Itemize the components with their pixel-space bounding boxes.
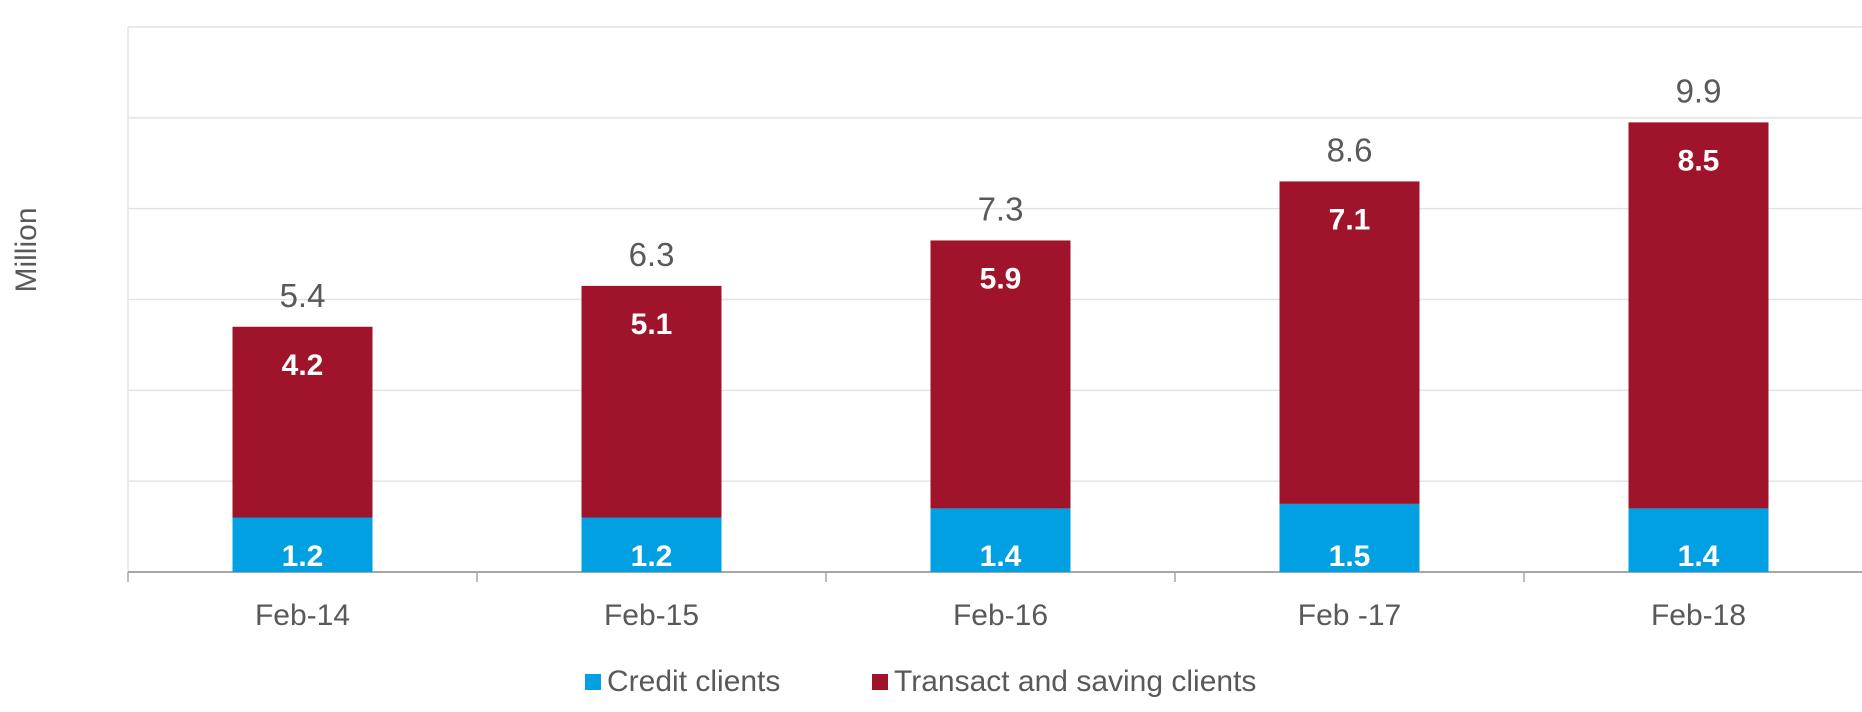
total-label: 5.4: [280, 277, 326, 314]
bars: [232, 122, 1769, 572]
legend-item-credit: Credit clients: [585, 665, 780, 699]
legend-swatch-transact: [872, 674, 888, 690]
data-label: 8.5: [1678, 144, 1720, 177]
legend-item-transact: Transact and saving clients: [872, 665, 1256, 699]
total-label: 7.3: [978, 190, 1024, 227]
bar-segment-credit: [930, 508, 1071, 572]
data-labels: 1.2 4.2 5.4 Feb-14 1.2 5.1 6.3 Feb-15 1.4 5.9 7.3 F…: [255, 72, 1746, 632]
total-label: 8.6: [1327, 131, 1373, 168]
data-label: 5.1: [631, 308, 673, 341]
data-label: 1.2: [282, 540, 324, 573]
total-label: 6.3: [629, 236, 675, 273]
legend-label-credit: Credit clients: [607, 665, 781, 698]
data-label: 5.9: [980, 262, 1022, 295]
data-label: 4.2: [282, 349, 324, 382]
data-label: 1.2: [631, 540, 673, 573]
bar-segment-credit: [581, 517, 722, 572]
data-label: 7.1: [1329, 203, 1371, 236]
bar-segment-transact: [930, 240, 1071, 509]
legend-label-transact: Transact and saving clients: [894, 665, 1257, 698]
bar-segment-credit: [232, 517, 373, 572]
bar-segment-transact: [581, 285, 722, 518]
bar-segment-transact: [1628, 122, 1769, 509]
bar-segment-credit: [1279, 503, 1420, 572]
data-label: 1.5: [1329, 540, 1371, 573]
x-tick-label: Feb-14: [255, 599, 350, 632]
y-axis-title: Million: [10, 207, 43, 292]
x-tick-label: Feb-15: [604, 599, 699, 632]
bar-segment-transact: [232, 326, 373, 518]
data-label: 1.4: [1678, 540, 1720, 573]
x-tick-label: Feb -17: [1298, 599, 1401, 632]
x-tick-label: Feb-16: [953, 599, 1048, 632]
bar-segment-transact: [1279, 181, 1420, 504]
bar-segment-credit: [1628, 508, 1769, 572]
total-label: 9.9: [1676, 72, 1722, 109]
legend-swatch-credit: [585, 674, 601, 690]
data-label: 1.4: [980, 540, 1022, 573]
x-tick-label: Feb-18: [1651, 599, 1746, 632]
